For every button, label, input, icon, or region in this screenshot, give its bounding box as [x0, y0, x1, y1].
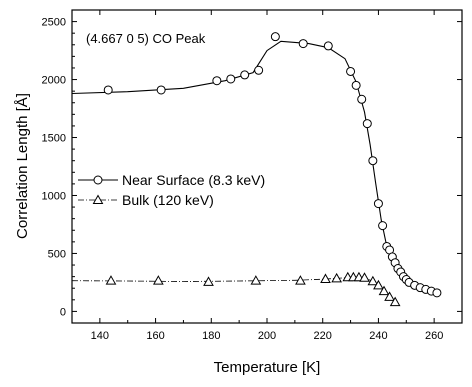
series-near-surface [71, 32, 442, 298]
data-point-triangle [295, 275, 306, 285]
data-point-triangle [331, 272, 342, 283]
legend-item-bulk: Bulk (120 keV) [78, 192, 214, 208]
data-point-circle [226, 74, 236, 84]
data-point-triangle [203, 276, 214, 286]
x-axis-title: Temperature [K] [214, 359, 321, 376]
series-bulk [71, 271, 401, 307]
y-tick-label: 1500 [42, 133, 66, 145]
data-point-circle [254, 65, 264, 75]
data-point-triangle [359, 272, 370, 282]
data-point-circle [346, 66, 356, 76]
legend-item-near-surface: Near Surface (8.3 keV) [78, 172, 265, 188]
data-point-triangle [378, 285, 390, 296]
data-point-circle [357, 94, 367, 104]
y-tick-label: 0 [60, 306, 66, 318]
data-point-triangle [384, 291, 395, 301]
data-point-circle [270, 32, 280, 42]
data-point-circle [432, 288, 442, 298]
data-point-triangle [367, 275, 379, 286]
x-tick-label: 140 [91, 330, 109, 342]
data-point-triangle [320, 273, 331, 283]
data-point-circle [373, 199, 383, 209]
x-axis: 140 160 180 200 220 240 260 [71, 10, 463, 342]
legend-marker-circle [93, 175, 103, 185]
data-point-circle [212, 76, 222, 86]
data-point-triangle [105, 275, 117, 285]
data-point-circle [378, 221, 388, 231]
series-line [71, 277, 396, 303]
series-line [71, 40, 440, 294]
x-tick-label: 160 [146, 330, 164, 342]
y-axis-title: Correlation Length [Å] [14, 93, 31, 239]
x-tick-label: 220 [314, 330, 332, 342]
data-point-circle [351, 80, 361, 90]
data-point-triangle [250, 275, 262, 285]
data-point-circle [362, 119, 372, 129]
series-layer [71, 32, 442, 307]
plot-annotation: (4.667 0 5) CO Peak [86, 31, 206, 46]
data-point-circle [368, 156, 378, 166]
legend-marker-triangle [92, 194, 104, 204]
x-tick-label: 200 [258, 330, 276, 342]
data-point-triangle [389, 296, 401, 307]
data-point-circle [156, 85, 166, 95]
y-tick-label: 500 [48, 248, 66, 260]
data-point-circle [323, 41, 333, 51]
y-tick-label: 2000 [42, 75, 66, 87]
data-point-triangle [373, 279, 384, 290]
data-point-circle [298, 39, 308, 49]
legend-label-near-surface: Near Surface (8.3 keV) [122, 172, 265, 188]
y-axis: 0 500 1000 1500 2000 2500 [42, 9, 462, 324]
y-tick-label: 1000 [42, 190, 66, 202]
x-tick-label: 180 [202, 330, 220, 342]
x-tick-label: 260 [425, 330, 443, 342]
x-tick-label: 240 [369, 330, 387, 342]
data-point-triangle [153, 275, 164, 285]
legend-label-bulk: Bulk (120 keV) [122, 192, 214, 208]
data-point-circle [103, 85, 113, 95]
legend: Near Surface (8.3 keV) Bulk (120 keV) [78, 172, 265, 208]
data-point-circle [240, 70, 250, 80]
y-tick-label: 2500 [42, 17, 66, 29]
